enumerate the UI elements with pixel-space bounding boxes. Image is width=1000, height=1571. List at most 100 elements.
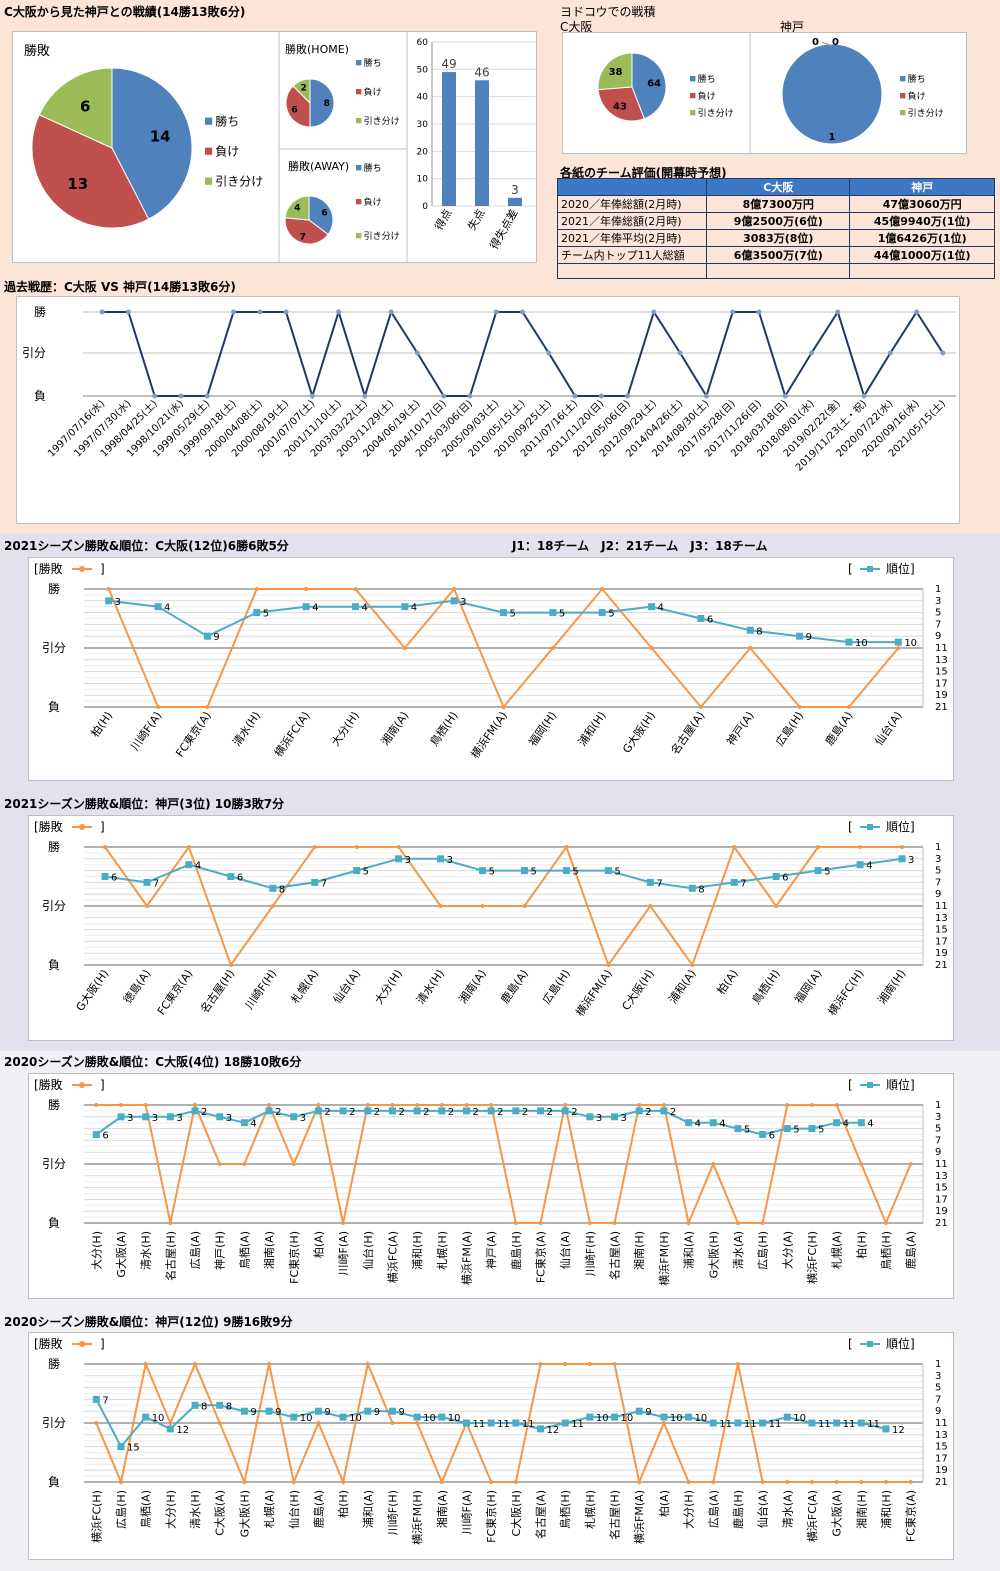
season-1-rank-label-12: 5	[614, 867, 620, 878]
season-2-rank-label-9: 2	[324, 1107, 330, 1118]
season-3-legend-rank-text: 順位]	[886, 1336, 915, 1351]
pie-home-key-win	[356, 59, 362, 66]
season-2-rank-label-3: 3	[176, 1113, 182, 1124]
pie-away-key-loss	[356, 198, 362, 205]
h2h-title: C大阪から見た神戸との戦績(14勝13敗6分)	[4, 5, 246, 19]
season-3-rank-label-5: 8	[226, 1401, 232, 1412]
season-0-rank-tick-3: 3	[935, 596, 941, 607]
season-3-xlabel-6: G大阪(H)	[237, 1490, 251, 1537]
yodokou-k-slice-win-label: 1	[829, 132, 836, 143]
season-3-rank-label-1: 15	[127, 1443, 140, 1454]
history-series-line	[102, 308, 944, 400]
yodokou-k-slice-win	[781, 43, 883, 145]
bar-ytick-20: 20	[417, 147, 429, 157]
season-1-rank-point-3	[227, 873, 235, 880]
season-1-rank-label-14: 8	[698, 884, 704, 895]
bar-ytick-10: 10	[417, 175, 429, 185]
season-2-legend-result-marker	[79, 1082, 85, 1088]
season-0-rank-tick-15: 15	[935, 667, 948, 678]
season-2-rank-tick-3: 3	[935, 1112, 941, 1123]
yodokou-k-legend-win: 勝ち	[908, 73, 926, 85]
season-0-rank-label-13: 8	[756, 626, 762, 637]
season-3-xlabel-25: 広島(A)	[706, 1490, 720, 1528]
season-2-rank-point-24	[685, 1119, 693, 1127]
season-0-rank-label-12: 6	[707, 615, 713, 626]
season-1-result-line	[104, 844, 903, 968]
season-0-rank-point-16	[894, 638, 902, 646]
history-point-21	[651, 309, 657, 315]
pie-main-slice-draw	[38, 67, 113, 149]
evaluation-cell: 8億7300万円	[706, 195, 851, 213]
season-2-xlabel-15: 横浜FM(A)	[459, 1231, 473, 1285]
season-3-rank-point-24	[685, 1413, 693, 1421]
season-1-result-point-5	[312, 845, 317, 849]
season-3-result-point-33	[908, 1480, 913, 1484]
season-2-result-line	[96, 1101, 912, 1227]
season-2-result-point-13	[415, 1103, 420, 1107]
bar-1	[475, 80, 489, 206]
history-chart: 勝引分負1997/07/16(水)1997/07/30(水)1998/04/25…	[22, 304, 956, 474]
evaluation-cell: 2021／年俸平均(2月時)	[556, 229, 708, 247]
season-3-rank-point-10	[339, 1413, 347, 1421]
season-2-xlabel-5: 神戸(H)	[213, 1231, 227, 1270]
season-0-rank-label-4: 4	[312, 603, 318, 614]
season-3-rank-label-3: 12	[176, 1425, 189, 1436]
season-3-result-point-1	[119, 1480, 124, 1484]
season-0-rank-point-3	[253, 609, 261, 617]
yodokou-c-slice-draw	[597, 52, 633, 91]
season-2-rank-label-20: 3	[596, 1113, 602, 1124]
season-1-rank-label-0: 6	[111, 873, 117, 884]
season-3-rank-tick-3: 3	[935, 1371, 941, 1382]
season-1-rank-point-9	[479, 867, 487, 875]
pie-main-key-win	[205, 117, 213, 125]
pie-main-legend-draw: 引き分け	[215, 174, 263, 188]
season-2020-c-title: 2020シーズン勝敗&順位：C大阪(4位) 18勝10敗6分	[4, 1055, 302, 1069]
bar-ytick-40: 40	[417, 93, 429, 103]
season-0-result-point-8	[501, 705, 506, 709]
season-1-xlabel-3: 名古屋(H)	[197, 967, 237, 1016]
season-3-rank-point-5	[216, 1401, 224, 1409]
season-3-ylabel-draw: 引分	[42, 1416, 66, 1430]
yodokou-k-legend-draw: 引き分け	[908, 108, 944, 119]
season-3-result-point-16	[489, 1480, 494, 1484]
season-3-rank-label-10: 10	[349, 1413, 362, 1424]
season-0-rank-point-9	[549, 609, 557, 617]
history-point-18	[572, 393, 578, 399]
season-3-xlabel-28: 清水(A)	[781, 1490, 794, 1528]
pie-away-slice-win-label: 6	[321, 208, 327, 218]
history-point-1	[125, 309, 131, 315]
season-1-rank-label-16: 6	[782, 873, 788, 884]
season-2-rank-point-27	[759, 1131, 767, 1138]
season-2-result-point-4	[193, 1103, 198, 1107]
season-2-xlabel-19: 仙台(A)	[558, 1231, 572, 1269]
season-3-xlabel-4: 清水(H)	[189, 1490, 202, 1529]
season-1-xlabel-11: 広島(H)	[539, 967, 573, 1007]
evaluation-title: 各紙のチーム評価(開幕時予想)	[560, 166, 727, 180]
season-1-xlabel-15: 柏(A)	[714, 967, 741, 997]
season-0-xlabel-4: 横浜FC(A)	[271, 709, 312, 760]
season-2-xlabel-29: 横浜FC(H)	[805, 1231, 819, 1284]
season-0-rank-label-11: 4	[658, 603, 664, 614]
history-point-24	[730, 309, 736, 315]
season-0-rank-tick-17: 17	[935, 678, 948, 689]
season-2-result-point-25	[711, 1162, 716, 1166]
season-2021-k-title: 2021シーズン勝敗&順位：神戸(3位) 10勝3敗7分	[4, 797, 285, 811]
season-0-rank-tick-19: 19	[935, 690, 948, 701]
season-2-rank-label-14: 2	[448, 1107, 454, 1118]
season-1-result-point-10	[522, 904, 527, 908]
season-0-xlabel-11: G大阪(H)	[619, 709, 658, 756]
season-1-rank-point-6	[353, 867, 361, 875]
yodokou-c-slice-win-label: 64	[647, 78, 661, 89]
bar-category-0: 得点	[432, 207, 454, 233]
evaluation-header-row: C大阪 神戸	[556, 178, 995, 196]
season-2-rank-tick-21: 21	[935, 1218, 948, 1229]
season-0-rank-tick-9: 9	[935, 631, 941, 642]
season-3-rank-label-18: 12	[547, 1425, 560, 1436]
history-point-31	[914, 309, 920, 315]
season-3-result-point-4	[193, 1362, 198, 1366]
history-point-16	[520, 309, 525, 315]
season-1-rank-point-7	[395, 855, 403, 863]
season-1-rank-label-13: 7	[656, 878, 662, 889]
season-1-xlabel-2: FC東京(A)	[154, 967, 195, 1018]
pie-main-title: 勝敗	[24, 44, 50, 59]
